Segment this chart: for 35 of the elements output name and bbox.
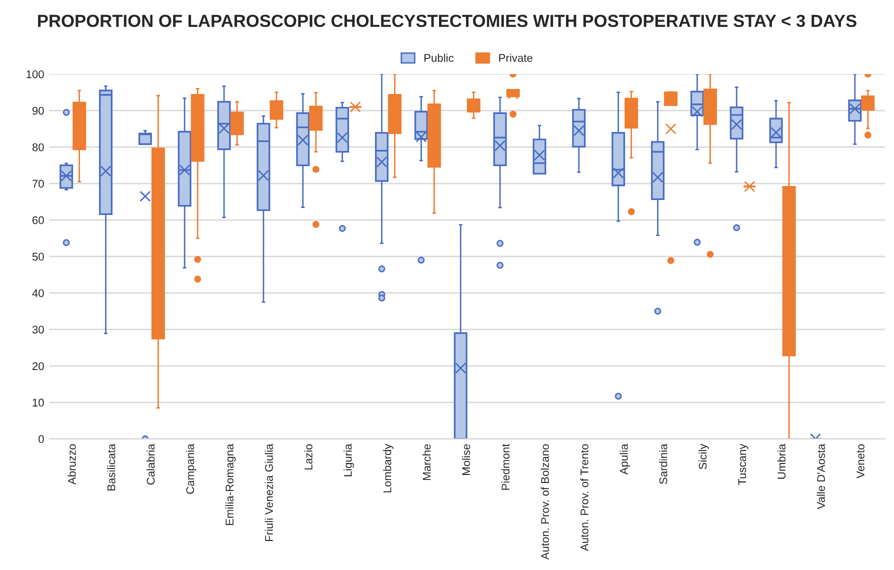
legend-label: Private	[499, 54, 532, 62]
x-tick-label: Molise	[462, 444, 470, 475]
x-tick-label: Liguria	[344, 444, 354, 476]
x-tick-label: Emilia-Romagna	[225, 444, 236, 525]
y-tick-label: 30	[32, 326, 44, 334]
x-tick-label: Basilicata	[107, 444, 116, 490]
x-tick-label: Umbria	[777, 444, 786, 479]
x-tick-label: Auton. Prov. of Trento	[580, 444, 588, 551]
y-tick-label: 100	[26, 70, 44, 78]
x-tick-label: Piedmont	[501, 444, 510, 490]
x-tick-label: Abruzzo	[68, 444, 76, 484]
chart-title: PROPORTION OF LAPAROSCOPIC CHOLECYSTECTOMIES WITH POSTOPERATIVE STAY < 3 DAYS	[38, 14, 856, 28]
legend-label: Public	[424, 54, 454, 62]
x-tick-label: Tuscany	[738, 444, 748, 486]
x-tick-label: Friuli Venezia Giulia	[264, 444, 273, 542]
y-tick-label: 90	[32, 106, 44, 115]
x-tick-label: Auton. Prov. of Bolzano	[540, 444, 549, 560]
x-tick-label: Veneto	[856, 444, 864, 478]
x-tick-label: Sardinia	[659, 444, 668, 484]
x-tick-label: Campania	[186, 444, 196, 494]
x-tick-label: Calabria	[146, 444, 155, 485]
y-tick-label: 20	[32, 362, 44, 370]
y-tick-label: 40	[32, 289, 44, 298]
x-tick-label: Sicily	[698, 444, 709, 470]
x-tick-label: Marche	[422, 444, 431, 480]
y-tick-label: 10	[32, 398, 44, 407]
x-tick-label: Lombardy	[383, 444, 394, 492]
y-tick-label: 0	[38, 435, 44, 444]
x-tick-label: Apulia	[620, 444, 630, 475]
y-tick-label: 50	[32, 252, 44, 261]
y-tick-label: 60	[32, 216, 44, 224]
x-tick-label: Lazio	[304, 444, 312, 470]
y-tick-label: 80	[32, 143, 44, 152]
y-tick-label: 70	[32, 180, 44, 188]
x-tick-label: Valle D'Aosta	[816, 444, 825, 510]
